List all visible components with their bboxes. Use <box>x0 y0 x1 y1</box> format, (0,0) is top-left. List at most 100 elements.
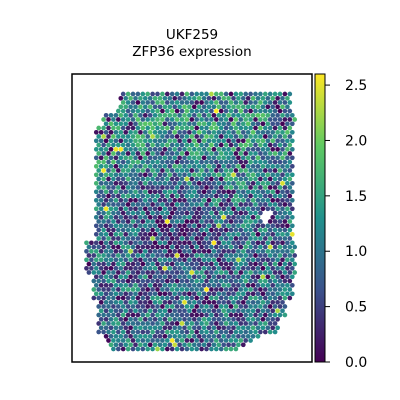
expression-spot <box>120 168 126 173</box>
expression-spot <box>142 197 148 203</box>
expression-spot <box>96 236 102 241</box>
expression-spot <box>106 278 111 284</box>
expression-spot <box>194 168 200 173</box>
expression-spot <box>221 104 227 110</box>
expression-spot <box>157 342 163 348</box>
expression-spot <box>184 159 190 165</box>
expression-spot <box>250 316 256 322</box>
chart-title: UKF259 <box>166 27 218 43</box>
expression-spot <box>275 291 280 297</box>
expression-spot <box>201 333 207 339</box>
expression-spot <box>123 146 129 152</box>
expression-spot <box>150 304 155 309</box>
expression-spot <box>150 295 155 301</box>
expression-spot <box>98 146 104 152</box>
expression-spot <box>272 261 278 267</box>
expression-spot <box>275 155 280 161</box>
expression-spot <box>96 210 102 216</box>
expression-spot <box>233 253 239 258</box>
expression-spot <box>267 244 273 250</box>
expression-spot <box>270 282 276 288</box>
expression-spot <box>130 185 136 190</box>
expression-spot <box>133 299 138 305</box>
expression-spot <box>115 134 121 139</box>
expression-spot <box>267 159 273 165</box>
expression-spot <box>133 333 138 339</box>
expression-spot <box>282 253 288 258</box>
expression-spot <box>196 121 202 127</box>
expression-spot <box>125 338 131 343</box>
expression-spot <box>113 291 119 297</box>
expression-spot <box>140 91 146 97</box>
expression-spot <box>118 333 124 339</box>
expression-spot <box>216 274 222 280</box>
expression-spot <box>111 202 116 207</box>
expression-spot <box>282 244 288 250</box>
expression-spot <box>196 325 202 331</box>
expression-spot <box>103 240 109 246</box>
expression-spot <box>199 329 204 335</box>
expression-spot <box>189 261 195 267</box>
expression-spot <box>128 223 133 229</box>
expression-spot <box>201 325 207 331</box>
expression-spot <box>272 202 278 207</box>
expression-spot <box>233 244 239 250</box>
expression-spot <box>108 265 114 271</box>
expression-spot <box>250 325 256 331</box>
expression-spot <box>226 282 231 288</box>
expression-spot <box>250 197 256 203</box>
expression-spot <box>238 134 244 139</box>
expression-spot <box>130 304 136 309</box>
expression-spot <box>115 202 121 207</box>
expression-spot <box>98 206 104 212</box>
expression-spot <box>130 329 136 335</box>
expression-spot <box>231 197 236 203</box>
expression-spot <box>160 185 165 190</box>
expression-spot <box>145 202 151 207</box>
expression-spot <box>177 146 182 152</box>
expression-spot <box>93 129 99 135</box>
expression-spot <box>231 146 236 152</box>
expression-spot <box>194 210 200 216</box>
expression-spot <box>201 240 207 246</box>
expression-spot <box>253 227 258 233</box>
expression-spot <box>218 202 224 207</box>
expression-spot <box>245 223 251 229</box>
expression-spot <box>108 112 114 118</box>
expression-spot <box>187 342 192 348</box>
expression-spot <box>120 236 126 241</box>
expression-spot <box>179 321 185 326</box>
expression-spot <box>211 299 217 305</box>
expression-spot <box>289 223 295 229</box>
expression-spot <box>142 155 148 161</box>
expression-spot <box>187 206 192 212</box>
expression-spot <box>272 91 278 97</box>
expression-spot <box>98 299 104 305</box>
expression-spot <box>118 146 124 152</box>
expression-spot <box>174 338 180 343</box>
expression-spot <box>172 121 178 127</box>
expression-spot <box>177 282 182 288</box>
expression-spot <box>89 248 94 254</box>
expression-spot <box>258 278 263 284</box>
expression-spot <box>96 321 102 326</box>
expression-spot <box>98 282 104 288</box>
expression-spot <box>145 193 151 199</box>
expression-spot <box>221 240 227 246</box>
expression-spot <box>277 236 283 241</box>
expression-spot <box>226 189 231 195</box>
expression-spot <box>216 214 222 220</box>
expression-spot <box>167 155 173 161</box>
expression-spot <box>138 316 143 322</box>
expression-spot <box>209 236 214 241</box>
expression-spot <box>147 129 153 135</box>
expression-spot <box>211 112 217 118</box>
expression-spot <box>155 321 160 326</box>
expression-spot <box>245 189 251 195</box>
expression-spot <box>289 189 295 195</box>
expression-spot <box>140 108 146 114</box>
expression-spot <box>206 291 212 297</box>
expression-spot <box>272 287 278 292</box>
expression-spot <box>253 100 258 105</box>
expression-spot <box>248 304 253 309</box>
